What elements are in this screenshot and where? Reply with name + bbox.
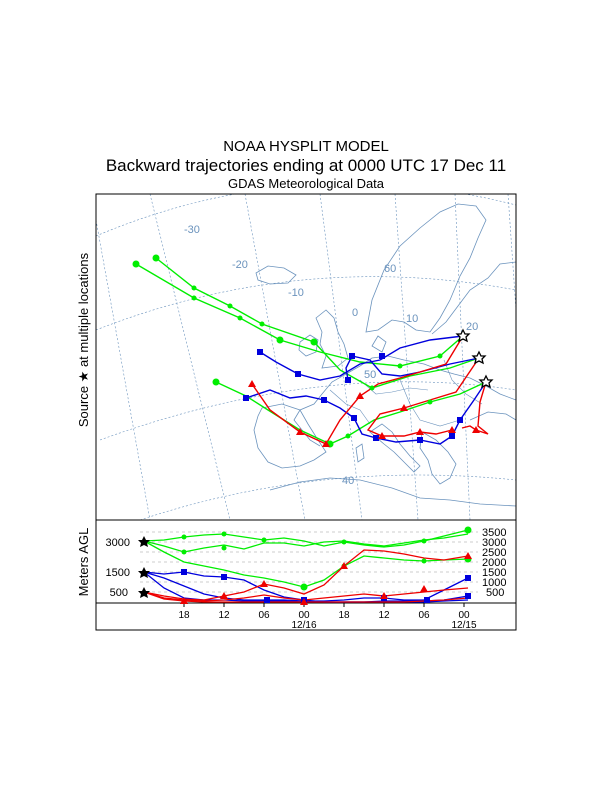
lon-label-0: 0 <box>352 307 358 319</box>
height-markers <box>180 526 472 605</box>
height-trace-green-3 <box>143 540 469 588</box>
right-tick-2000: 2000 <box>482 557 506 569</box>
right-tick-1500: 1500 <box>482 567 506 579</box>
date-label-1216: 12/16 <box>291 620 316 631</box>
lon-label-minus30: -30 <box>184 224 200 236</box>
height-trace-green-2 <box>143 533 469 553</box>
trajectory-blue-2 <box>345 355 480 381</box>
model-title: NOAA HYSPLIT MODEL <box>223 138 389 155</box>
source-stars <box>455 328 494 389</box>
date-label-1215: 12/15 <box>451 620 476 631</box>
height-trace-red-1 <box>143 549 469 601</box>
height-axis-label: Meters AGL <box>76 528 91 597</box>
trajectory-blue-1 <box>259 335 464 381</box>
trajectory-blue-3 <box>245 381 487 445</box>
trajectory-red-3 <box>461 381 489 435</box>
right-tick-2500: 2500 <box>482 547 506 559</box>
trajectory-red-1 <box>251 335 464 445</box>
lon-label-minus20: -20 <box>232 259 248 271</box>
right-tick-1000: 1000 <box>482 577 506 589</box>
height-panel: Meters AGL 3000 1500 500 3500 3000 2500 … <box>76 519 517 631</box>
right-tick-500: 500 <box>486 587 504 599</box>
trajectory-green-1 <box>135 263 464 367</box>
left-tick-1500: 1500 <box>106 567 130 579</box>
trajectory-green-2 <box>155 257 480 389</box>
lon-label-minus10: -10 <box>288 287 304 299</box>
time-tick-5: 18 <box>338 610 350 621</box>
source-side-label: Source ★ at multiple locations <box>76 252 91 427</box>
meteo-data-label: GDAS Meteorological Data <box>227 176 385 191</box>
time-tick-6: 12 <box>378 610 390 621</box>
lat-label-50: 50 <box>364 369 376 381</box>
map-panel: -30 -20 -10 0 10 20 60 50 40 <box>95 193 517 521</box>
time-tick-1: 18 <box>178 610 190 621</box>
time-tick-2: 12 <box>218 610 230 621</box>
time-tick-8: 00 <box>458 610 470 621</box>
source-star-2 <box>471 350 487 365</box>
right-tick-3500: 3500 <box>482 527 506 539</box>
lat-label-40: 40 <box>342 475 354 487</box>
trajectory-markers <box>132 254 480 448</box>
height-trace-green-1 <box>143 529 469 548</box>
height-star-500 <box>138 587 150 598</box>
time-tick-7: 06 <box>418 610 430 621</box>
height-star-3000 <box>138 536 150 547</box>
lon-label-20: 20 <box>466 321 478 333</box>
source-star-1 <box>455 328 471 343</box>
time-tick-3: 06 <box>258 610 270 621</box>
left-tick-500: 500 <box>110 587 128 599</box>
left-tick-3000: 3000 <box>106 537 130 549</box>
lon-label-10: 10 <box>406 313 418 325</box>
source-star-3 <box>478 374 494 389</box>
trajectory-red-2 <box>366 357 480 437</box>
right-tick-3000: 3000 <box>482 537 506 549</box>
coastlines <box>253 203 516 507</box>
trajectory-subtitle: Backward trajectories ending at 0000 UTC… <box>105 156 507 175</box>
lat-label-60: 60 <box>384 263 396 275</box>
height-star-1500 <box>138 567 150 578</box>
time-tick-4: 00 <box>298 610 310 621</box>
